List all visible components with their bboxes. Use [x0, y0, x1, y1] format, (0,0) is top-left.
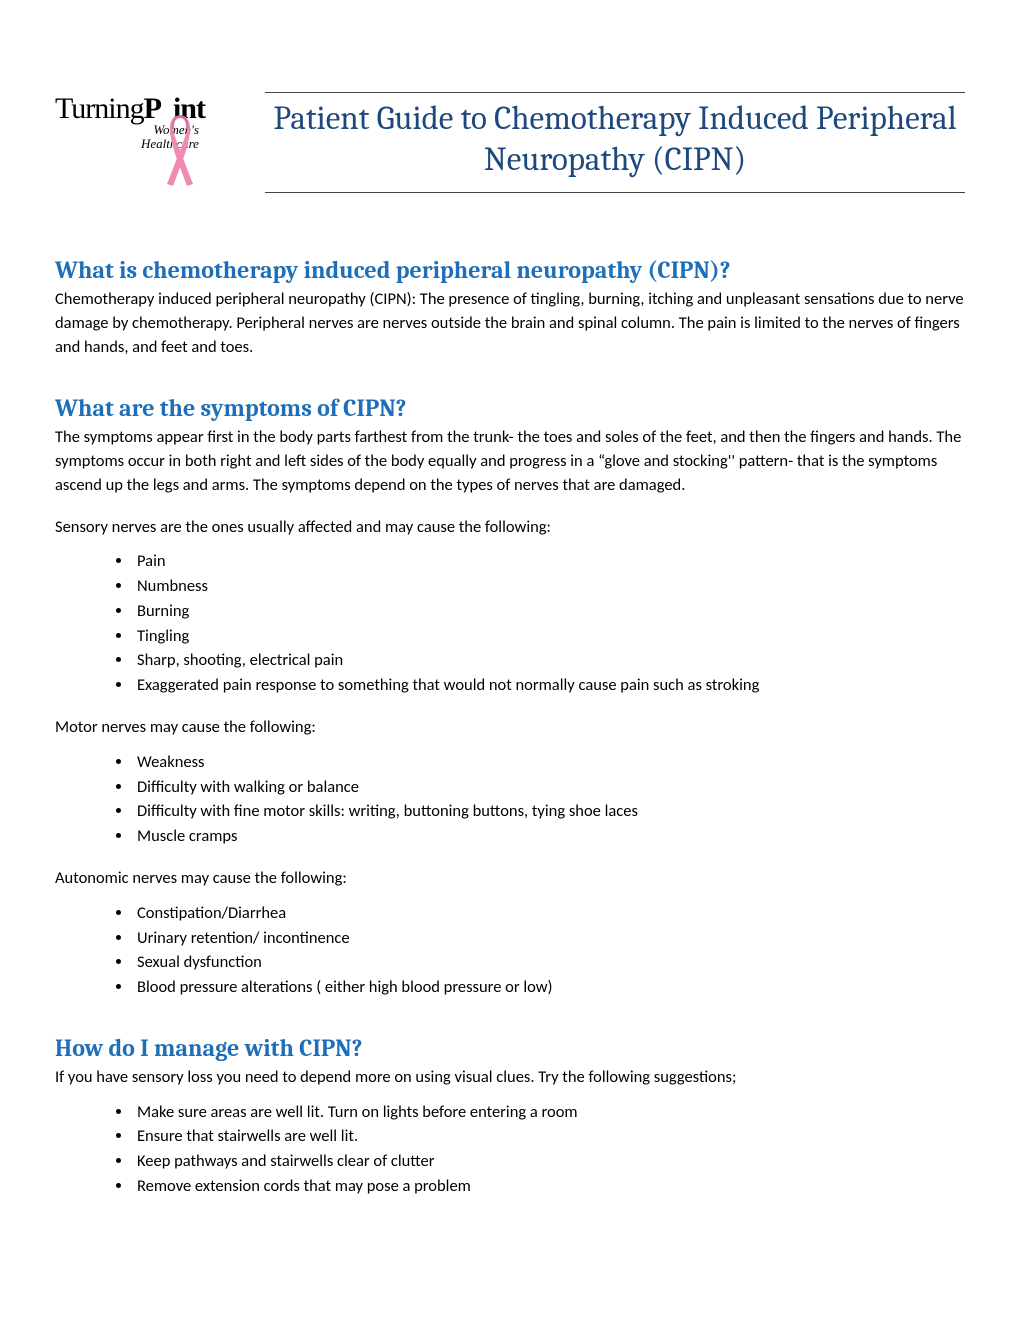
list-item: Difficulty with fine motor skills: writi…: [133, 799, 965, 824]
heading-manage: How do I manage with CIPN?: [55, 1034, 965, 1062]
document-title: Patient Guide to Chemotherapy Induced Pe…: [265, 99, 965, 182]
list-item: Numbness: [133, 574, 965, 599]
list-item: Burning: [133, 599, 965, 624]
list-item: Difficulty with walking or balance: [133, 775, 965, 800]
body-symptoms: The symptoms appear first in the body pa…: [55, 426, 965, 498]
autonomic-lead: Autonomic nerves may cause the following…: [55, 867, 965, 891]
sensory-list: PainNumbnessBurningTinglingSharp, shooti…: [55, 549, 965, 698]
list-item: Exaggerated pain response to something t…: [133, 673, 965, 698]
logo-part-turning: Turning: [55, 92, 144, 125]
list-item: Sharp, shooting, electrical pain: [133, 648, 965, 673]
header: TurningPint Women's Healthcare Patient G…: [55, 92, 965, 222]
motor-lead: Motor nerves may cause the following:: [55, 716, 965, 740]
logo: TurningPint Women's Healthcare: [55, 92, 205, 152]
list-item: Sexual dysfunction: [133, 950, 965, 975]
list-item: Keep pathways and stairwells clear of cl…: [133, 1149, 965, 1174]
list-item: Weakness: [133, 750, 965, 775]
ribbon-icon: [163, 112, 199, 197]
body-what-is: Chemotherapy induced peripheral neuropat…: [55, 288, 965, 360]
logo-part-p: P: [144, 92, 161, 125]
list-item: Pain: [133, 549, 965, 574]
list-item: Muscle cramps: [133, 824, 965, 849]
page: TurningPint Women's Healthcare Patient G…: [0, 0, 1020, 1257]
list-item: Make sure areas are well lit. Turn on li…: [133, 1100, 965, 1125]
list-item: Constipation/Diarrhea: [133, 901, 965, 926]
body-manage: If you have sensory loss you need to dep…: [55, 1066, 965, 1090]
autonomic-list: Constipation/DiarrheaUrinary retention/ …: [55, 901, 965, 1000]
list-item: Urinary retention/ incontinence: [133, 926, 965, 951]
heading-what-is: What is chemotherapy induced peripheral …: [55, 256, 965, 284]
list-item: Remove extension cords that may pose a p…: [133, 1174, 965, 1199]
list-item: Blood pressure alterations ( either high…: [133, 975, 965, 1000]
heading-symptoms: What are the symptoms of CIPN?: [55, 394, 965, 422]
sensory-lead: Sensory nerves are the ones usually affe…: [55, 516, 965, 540]
manage-list: Make sure areas are well lit. Turn on li…: [55, 1100, 965, 1199]
list-item: Ensure that stairwells are well lit.: [133, 1124, 965, 1149]
list-item: Tingling: [133, 624, 965, 649]
motor-list: WeaknessDifficulty with walking or balan…: [55, 750, 965, 849]
title-block: Patient Guide to Chemotherapy Induced Pe…: [265, 92, 965, 193]
